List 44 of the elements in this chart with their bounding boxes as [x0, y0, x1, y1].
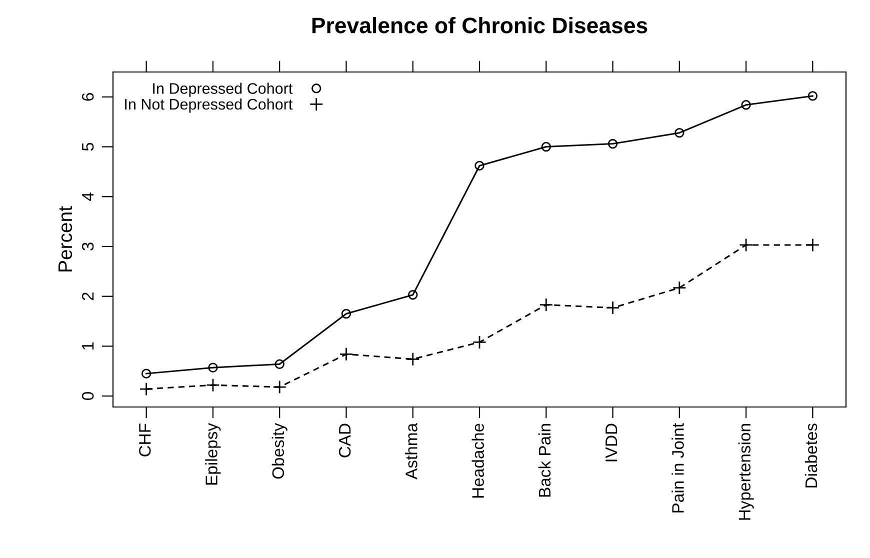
- y-tick-label: 0: [82, 392, 94, 400]
- point: [406, 352, 420, 366]
- y-tick-label: 4: [82, 192, 94, 201]
- legend-label: In Depressed Cohort: [153, 82, 293, 97]
- point: [806, 238, 820, 252]
- x-tick-label: Epilepsy: [205, 423, 221, 485]
- legend-label: In Not Depressed Cohort: [125, 98, 293, 113]
- point: [672, 280, 686, 295]
- y-tick-label: 3: [82, 242, 94, 250]
- point: [741, 100, 751, 110]
- point: [674, 128, 684, 138]
- x-tick-label: Diabetes: [804, 424, 818, 488]
- x-tick-label: CAD: [338, 424, 351, 458]
- point: [539, 298, 554, 312]
- point: [341, 308, 352, 319]
- point: [408, 290, 418, 300]
- point: [541, 142, 551, 152]
- point: [608, 138, 618, 149]
- x-tick-label: Headache: [472, 424, 484, 498]
- point: [274, 359, 284, 369]
- x-tick-label: CHF: [138, 424, 151, 456]
- point: [139, 382, 154, 396]
- x-tick-label: Asthma: [405, 422, 418, 480]
- chart-title: Prevalence of Chronic Diseases: [312, 17, 648, 34]
- point: [141, 368, 152, 378]
- point: [208, 362, 218, 372]
- point: [808, 91, 818, 101]
- y-axis-title: Percent: [58, 206, 72, 272]
- point: [339, 347, 354, 362]
- x-tick-label: Obesity: [272, 423, 288, 479]
- y-tick-label: 5: [82, 142, 94, 151]
- point: [206, 378, 220, 392]
- point: [606, 300, 620, 315]
- point: [472, 335, 486, 350]
- point: [739, 238, 753, 252]
- x-tick-label: Pain in Joint: [672, 423, 684, 512]
- y-tick-label: 6: [82, 93, 94, 101]
- y-tick-label: 2: [82, 292, 94, 300]
- x-tick-label: IVDD: [606, 424, 618, 462]
- y-tick-label: 1: [82, 342, 94, 350]
- x-tick-label: Back Pain: [538, 424, 551, 497]
- point: [272, 380, 287, 394]
- x-tick-label: Hypertension: [738, 424, 754, 520]
- point: [474, 160, 484, 171]
